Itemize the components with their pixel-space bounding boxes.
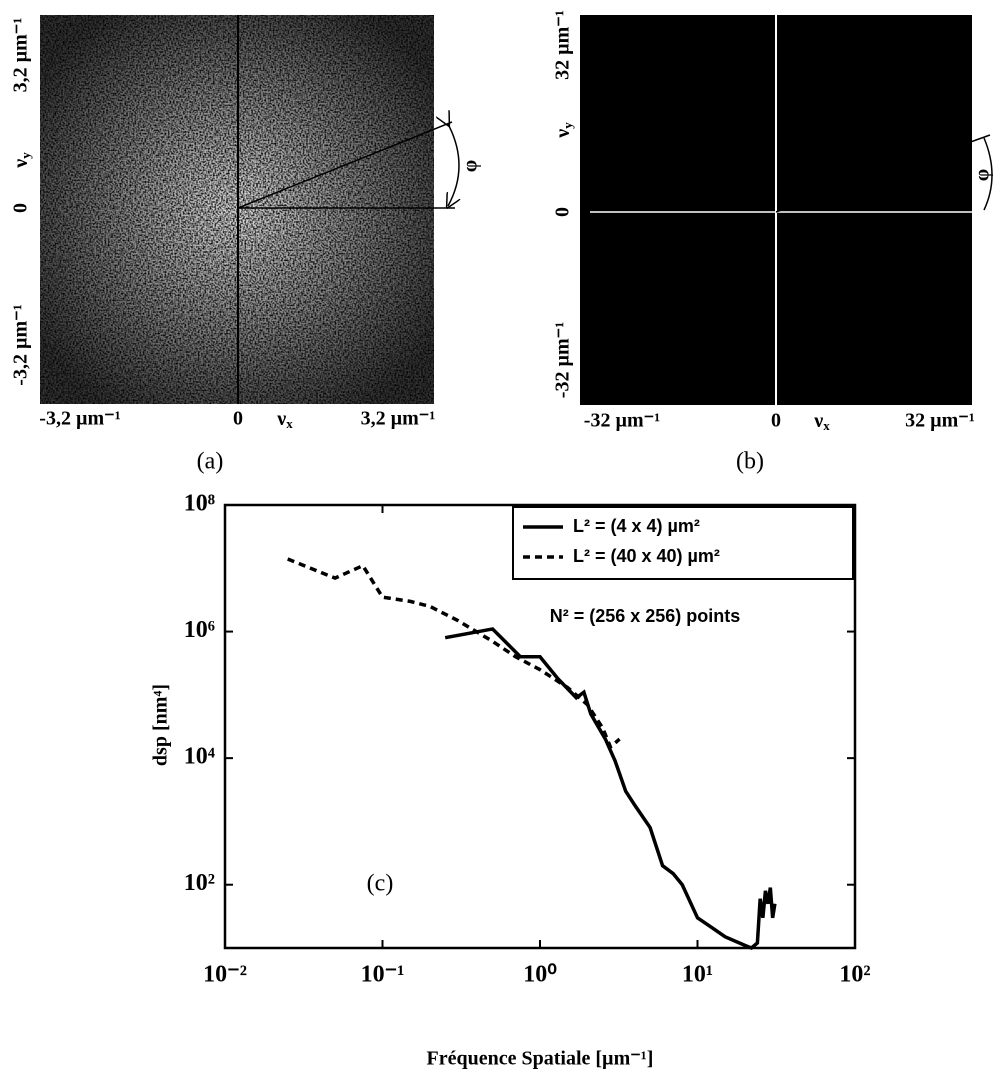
caption: (b) bbox=[736, 449, 764, 475]
y-label: 0 bbox=[10, 203, 32, 213]
axis-symbol-sub: y bbox=[560, 122, 575, 129]
x-label: -3,2 µm⁻¹ bbox=[39, 408, 120, 430]
legend-label: L² = (4 x 4) µm² bbox=[573, 516, 700, 536]
y-label: -32 µm⁻¹ bbox=[552, 322, 574, 398]
panel-a-image bbox=[40, 15, 459, 404]
caption: (a) bbox=[197, 449, 224, 475]
axis-symbol-sub: x bbox=[823, 418, 830, 433]
annotation: N² = (256 x 256) points bbox=[550, 606, 741, 626]
y-label: -3,2 µm⁻¹ bbox=[10, 304, 32, 385]
y-tick-label: 10⁸ bbox=[184, 491, 215, 517]
x-label: 0 bbox=[233, 408, 243, 430]
y-axis-label: dsp [nm⁴] bbox=[150, 684, 172, 766]
annotation: (c) bbox=[367, 871, 394, 897]
axis-symbol: νy bbox=[552, 122, 575, 139]
x-label: -32 µm⁻¹ bbox=[584, 410, 660, 432]
legend-box bbox=[512, 506, 854, 580]
x-label: 3,2 µm⁻¹ bbox=[361, 408, 436, 430]
y-label: 32 µm⁻¹ bbox=[552, 10, 574, 80]
y-label: 0 bbox=[552, 207, 574, 217]
x-label: 0 bbox=[771, 410, 781, 432]
y-label: 3,2 µm⁻¹ bbox=[10, 18, 32, 93]
axis-symbol: νx bbox=[813, 410, 830, 433]
y-tick-label: 10² bbox=[184, 870, 215, 896]
axis-symbol-main: ν bbox=[813, 410, 823, 432]
x-tick-label: 10⁰ bbox=[523, 962, 557, 988]
axis-symbol-main: ν bbox=[10, 159, 32, 169]
axis-symbol-sub: x bbox=[286, 416, 293, 431]
x-label: 32 µm⁻¹ bbox=[905, 410, 975, 432]
y-tick-label: 10⁶ bbox=[184, 617, 215, 643]
axis-symbol-sub: y bbox=[18, 152, 33, 159]
axis-symbol-main: ν bbox=[552, 129, 574, 139]
x-tick-label: 10⁻¹ bbox=[361, 962, 405, 988]
axis-symbol: νx bbox=[276, 408, 293, 431]
axis-symbol-main: ν bbox=[276, 408, 286, 430]
legend-label: L² = (40 x 40) µm² bbox=[573, 546, 720, 566]
panel-b-image bbox=[580, 15, 993, 405]
y-tick-label: 10⁴ bbox=[184, 744, 215, 770]
x-tick-label: 10² bbox=[839, 962, 870, 988]
angle-label: φ bbox=[972, 169, 994, 181]
x-tick-label: 10¹ bbox=[682, 962, 713, 988]
data-line bbox=[444, 627, 777, 951]
x-axis-label: Fréquence Spatiale [µm⁻¹] bbox=[427, 1048, 654, 1070]
data-line bbox=[287, 557, 621, 750]
x-tick-label: 10⁻² bbox=[203, 962, 247, 988]
axis-symbol: νy bbox=[10, 152, 33, 169]
angle-label: φ bbox=[460, 160, 482, 172]
